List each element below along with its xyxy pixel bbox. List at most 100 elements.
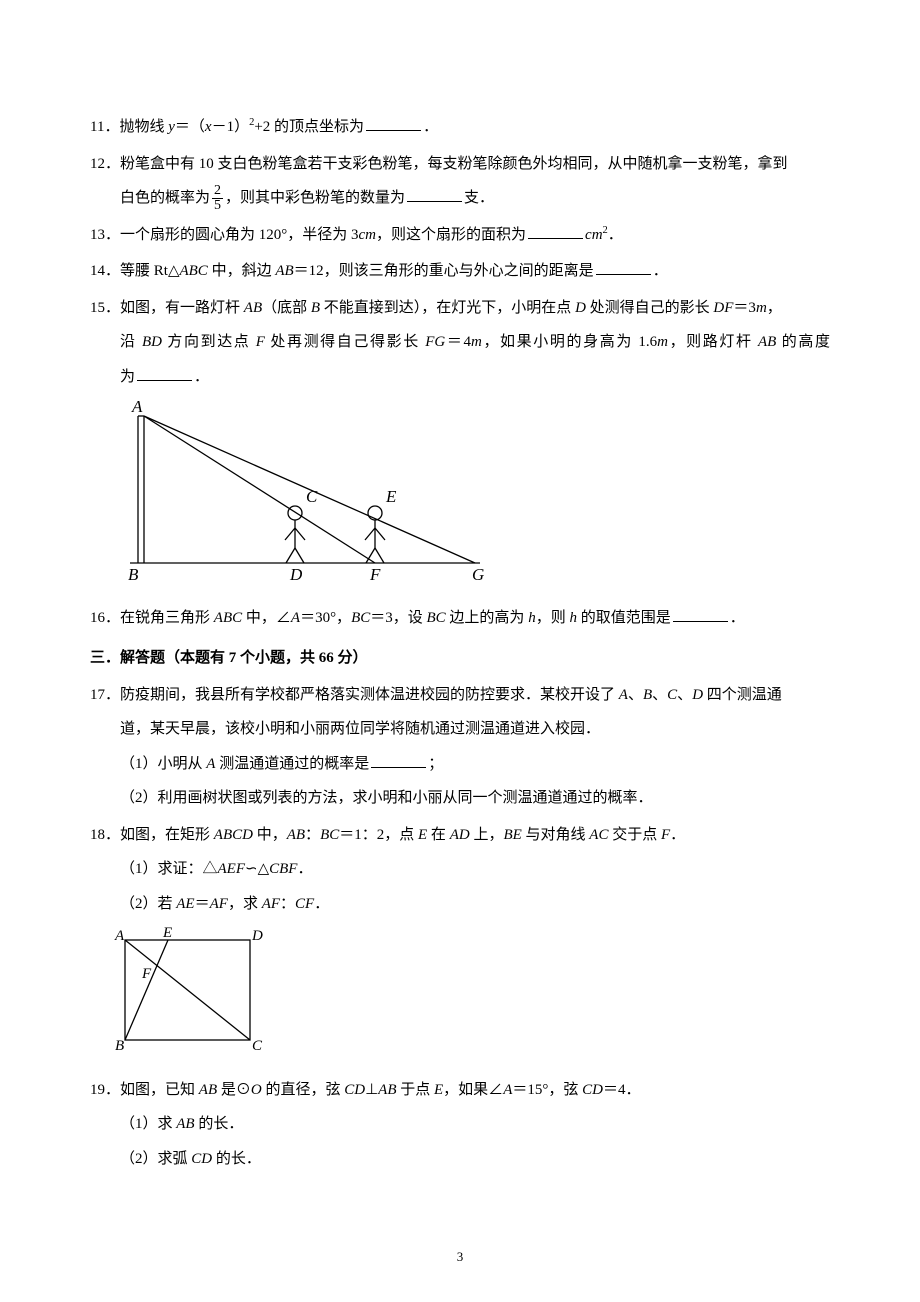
q-text: （2）若 <box>120 896 176 912</box>
q-text: ＝15°，弦 <box>512 1082 582 1098</box>
q-text: －1） <box>212 119 250 135</box>
question-11: 11．抛物线 y＝（x－1）2+2 的顶点坐标为． <box>90 110 830 145</box>
q-text: ，则这个扇形的面积为 <box>376 227 526 243</box>
label: CBF <box>269 861 297 877</box>
blank <box>596 260 651 275</box>
period: ． <box>608 227 623 243</box>
q-text: 与对角线 <box>522 827 590 843</box>
q-text: ，则路灯杆 <box>668 334 758 350</box>
label: AEF <box>218 861 246 877</box>
blank <box>371 753 426 768</box>
figure-lamp: A B C D E F G <box>110 398 830 597</box>
period: ． <box>730 610 745 626</box>
label: E <box>434 1082 443 1098</box>
label: BC <box>351 610 370 626</box>
q-text: 粉笔盒中有 10 支白色粉笔盒若干支彩色粉笔，每支粉笔除颜色外均相同，从中随机拿… <box>120 156 788 172</box>
q-text: 一个扇形的圆心角为 120°，半径为 3 <box>120 227 359 243</box>
q-num: 16． <box>90 610 120 626</box>
q-text: 处再测得自己得影长 <box>265 334 425 350</box>
label: D <box>692 687 703 703</box>
page-number: 3 <box>457 1242 464 1272</box>
q-text: 为 <box>120 369 135 385</box>
q-num: 18． <box>90 827 120 843</box>
label: AF <box>210 896 228 912</box>
var-x: x <box>205 119 212 135</box>
question-13: 13．一个扇形的圆心角为 120°，半径为 3cm，则这个扇形的面积为cm2． <box>90 218 830 253</box>
label: A <box>503 1082 512 1098</box>
q-text: 如图，在矩形 <box>120 827 214 843</box>
q-text: ＝3，设 <box>370 610 426 626</box>
question-19: 19．如图，已知 AB 是⊙O 的直径，弦 CD⊥AB 于点 E，如果∠A＝15… <box>90 1073 830 1177</box>
q-text: ＝30°， <box>300 610 351 626</box>
q-text: 上， <box>470 827 504 843</box>
q-text: 中，斜边 <box>208 263 276 279</box>
q-text: （2）求弧 <box>120 1151 191 1167</box>
label: CD <box>582 1082 603 1098</box>
q-num: 15． <box>90 300 120 316</box>
question-16: 16．在锐角三角形 ABC 中，∠A＝30°，BC＝3，设 BC 边上的高为 h… <box>90 601 830 636</box>
question-14: 14．等腰 Rt△ABC 中，斜边 AB＝12，则该三角形的重心与外心之间的距离… <box>90 254 830 289</box>
label: AB <box>244 300 262 316</box>
q-text: 处测得自己的影长 <box>586 300 714 316</box>
period: ． <box>194 369 209 385</box>
q-text: ∽△ <box>245 861 269 877</box>
unit-m: m <box>471 334 482 350</box>
q-text: 如图，有一路灯杆 <box>120 300 244 316</box>
svg-text:D: D <box>289 565 303 583</box>
q-text: 等腰 Rt△ <box>120 263 179 279</box>
q-num: 17． <box>90 687 120 703</box>
q-text: 四个测温通 <box>703 687 782 703</box>
label: AB <box>199 1082 217 1098</box>
q-text: （底部 <box>262 300 311 316</box>
label: F <box>661 827 670 843</box>
label: BC <box>427 610 446 626</box>
q-text: ． <box>314 896 329 912</box>
unit-m: m <box>657 334 668 350</box>
q-text: ： <box>280 896 295 912</box>
q-text: 是⊙ <box>217 1082 251 1098</box>
label: AF <box>262 896 280 912</box>
blank <box>137 366 192 381</box>
svg-text:F: F <box>141 966 152 982</box>
label: AB <box>176 1116 194 1132</box>
q-text: ＝4 <box>445 334 471 350</box>
q-text: 于点 <box>396 1082 434 1098</box>
q-text: 的长． <box>195 1116 244 1132</box>
question-17: 17．防疫期间，我县所有学校都严格落实测体温进校园的防控要求．某校开设了 A、B… <box>90 678 830 816</box>
label: B <box>311 300 320 316</box>
label: A <box>291 610 300 626</box>
label-ab: AB <box>275 263 293 279</box>
unit-m: m <box>756 300 767 316</box>
q-text: ＝1：2，点 <box>339 827 418 843</box>
label: BC <box>320 827 339 843</box>
svg-text:A: A <box>131 398 143 416</box>
q-text: （1）求 <box>120 1116 176 1132</box>
q-text: 交于点 <box>608 827 661 843</box>
q-text: ； <box>428 756 443 772</box>
section-3-title: 三．解答题（本题有 7 个小题，共 66 分） <box>90 641 830 676</box>
q-text: ： <box>305 827 320 843</box>
label: C <box>667 687 677 703</box>
q-text: 不能直接到达），在灯光下，小明在点 <box>320 300 575 316</box>
q-text: 防疫期间，我县所有学校都严格落实测体温进校园的防控要求．某校开设了 <box>120 687 619 703</box>
label: AE <box>176 896 194 912</box>
label: B <box>643 687 652 703</box>
q-text: 边上的高为 <box>446 610 529 626</box>
q-text: +2 的顶点坐标为 <box>254 119 364 135</box>
blank <box>528 224 583 239</box>
q-num: 19． <box>90 1082 120 1098</box>
svg-text:G: G <box>472 565 484 583</box>
fraction: 25 <box>212 184 223 213</box>
q-text: 的直径，弦 <box>262 1082 345 1098</box>
q-text: ． <box>297 861 312 877</box>
blank <box>366 116 421 131</box>
q-text: 中，∠ <box>242 610 291 626</box>
q-text: （1）小明从 <box>120 756 206 772</box>
label: CD <box>344 1082 365 1098</box>
q-text: 在 <box>427 827 450 843</box>
label: AD <box>450 827 470 843</box>
q-text: 白色的概率为 <box>120 190 210 206</box>
svg-text:E: E <box>385 487 397 506</box>
label-abc: ABC <box>179 263 207 279</box>
blank <box>673 607 728 622</box>
